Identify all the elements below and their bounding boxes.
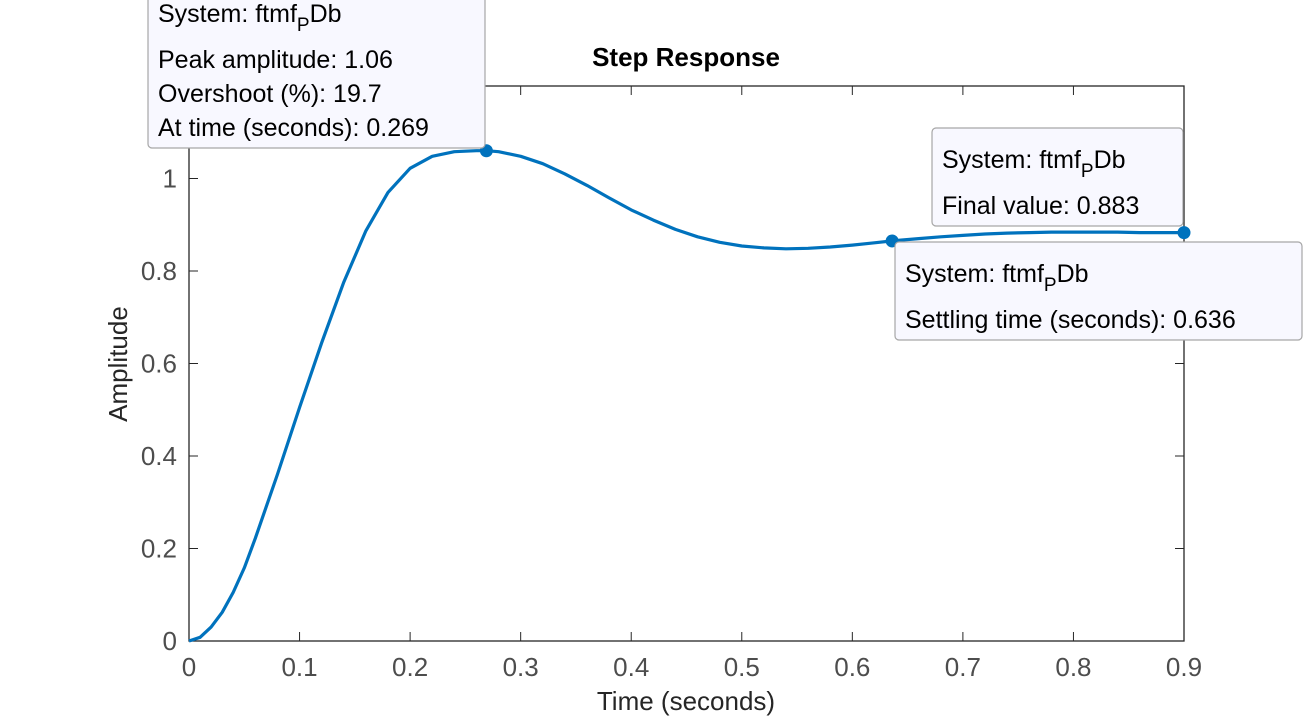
x-tick-label: 0.4 [613, 652, 649, 682]
y-tick-label: 0.4 [141, 441, 177, 471]
final-marker [1177, 226, 1191, 240]
peak-datatip-line: Peak amplitude: 1.06 [158, 46, 393, 74]
settling-datatip-box [894, 241, 1303, 341]
y-tick-label: 0.2 [141, 534, 177, 564]
x-axis-label: Time (seconds) [597, 686, 775, 716]
peak-datatip-system: System: ftmfPDb [158, 0, 342, 36]
x-tick-label: 0.8 [1055, 652, 1091, 682]
peak-datatip-box [147, 0, 486, 149]
final-datatip-box [931, 127, 1184, 227]
x-tick-label: 0.2 [392, 652, 428, 682]
peak-datatip: System: ftmfPDb Peak amplitude: 1.06 Overs… [147, 0, 486, 149]
peak-datatip-line: Overshoot (%): 19.7 [158, 80, 382, 108]
final-datatip-system: System: ftmfPDb [942, 146, 1126, 182]
x-tick-label: 0.9 [1166, 652, 1202, 682]
marker-layer [479, 144, 1191, 248]
settling-datatip-line: Settling time (seconds): 0.636 [905, 306, 1236, 334]
tick-labels: 0 0.1 0.2 0.3 0.4 0.5 0.6 0.7 0.8 0.9 0 0.2 0.4 0.6 0.… [141, 164, 1202, 683]
peak-datatip-line: At time (seconds): 0.269 [158, 114, 429, 142]
x-tick-label: 0.6 [834, 652, 870, 682]
settling-datatip-system: System: ftmfPDb [905, 260, 1089, 296]
series-layer [188, 149, 1184, 643]
x-tick-label: 0.1 [281, 652, 317, 682]
y-axis-label: Amplitude [103, 306, 133, 422]
final-datatip-line: Final value: 0.883 [942, 192, 1139, 220]
x-tick-label: 0.5 [724, 652, 760, 682]
chart-title: Step Response [592, 42, 780, 72]
y-tick-label: 1 [163, 164, 177, 194]
x-tick-label: 0 [182, 652, 196, 682]
y-tick-label: 0.6 [141, 349, 177, 379]
x-tick-label: 0.7 [945, 652, 981, 682]
y-tick-label: 0.8 [141, 256, 177, 286]
step-response-line [188, 149, 1184, 643]
y-tick-label: 0 [163, 626, 177, 656]
datatips: System: ftmfPDb Peak amplitude: 1.06 Overs… [147, 0, 1303, 341]
x-tick-label: 0.3 [503, 652, 539, 682]
final-datatip: System: ftmfPDb Final value: 0.883 [931, 127, 1184, 227]
settling-datatip: System: ftmfPDb Settling time (seconds): … [894, 241, 1303, 341]
